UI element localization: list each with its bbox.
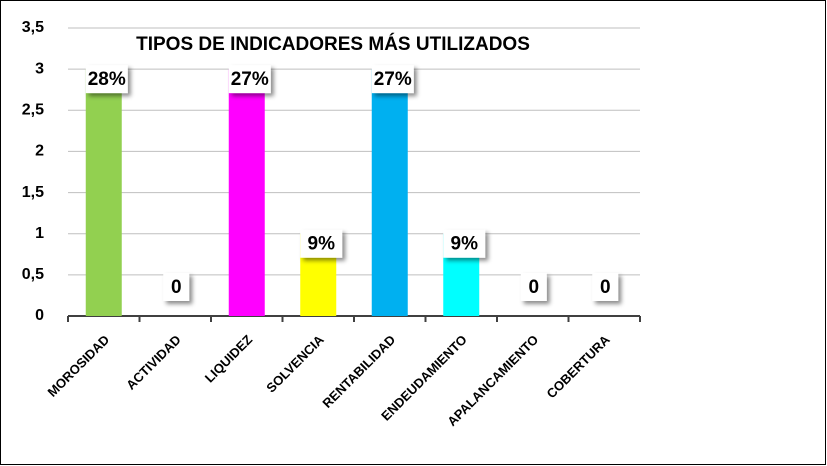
bar	[85, 69, 122, 317]
y-tick-label: 3	[35, 60, 44, 77]
y-tick-label: 2	[35, 143, 44, 160]
y-tick-label: 2,5	[22, 102, 44, 119]
y-tick-label: 0	[35, 307, 44, 324]
value-label-box	[371, 65, 414, 94]
bar	[371, 69, 408, 317]
value-label-box	[300, 229, 343, 258]
value-label: 27%	[374, 69, 412, 90]
value-label: 9%	[308, 234, 336, 255]
y-tick-label: 3,5	[22, 19, 44, 36]
chart-title: TIPOS DE INDICADORES MÁS UTILIZADOS	[136, 33, 530, 55]
value-label-box	[520, 273, 547, 301]
y-tick-label: 0,5	[22, 266, 44, 283]
value-label-box	[85, 65, 128, 94]
value-label-box	[592, 273, 619, 301]
value-label: 28%	[88, 69, 126, 90]
value-label: 0	[171, 277, 182, 298]
bar	[228, 69, 265, 317]
y-tick-label: 1,5	[22, 184, 44, 201]
value-label: 0	[600, 277, 611, 298]
value-label-box	[443, 229, 486, 258]
value-label: 0	[528, 277, 539, 298]
y-tick-label: 1	[35, 225, 44, 242]
value-label-box	[228, 65, 271, 94]
value-label-box	[163, 273, 190, 301]
value-label: 27%	[231, 69, 269, 90]
value-label: 9%	[451, 234, 479, 255]
